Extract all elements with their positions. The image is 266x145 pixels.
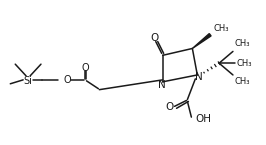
Text: O: O — [82, 63, 89, 73]
Text: O: O — [64, 75, 72, 85]
Polygon shape — [192, 34, 211, 48]
Text: N: N — [196, 72, 203, 82]
Text: CH₃: CH₃ — [213, 24, 229, 33]
Text: Si: Si — [24, 76, 32, 86]
Text: OH: OH — [195, 114, 211, 124]
Text: CH₃: CH₃ — [235, 77, 250, 86]
Text: CH₃: CH₃ — [235, 39, 250, 48]
Text: O: O — [151, 33, 159, 43]
Text: N: N — [158, 80, 165, 90]
Text: CH₃: CH₃ — [237, 59, 252, 68]
Text: O: O — [165, 102, 174, 112]
